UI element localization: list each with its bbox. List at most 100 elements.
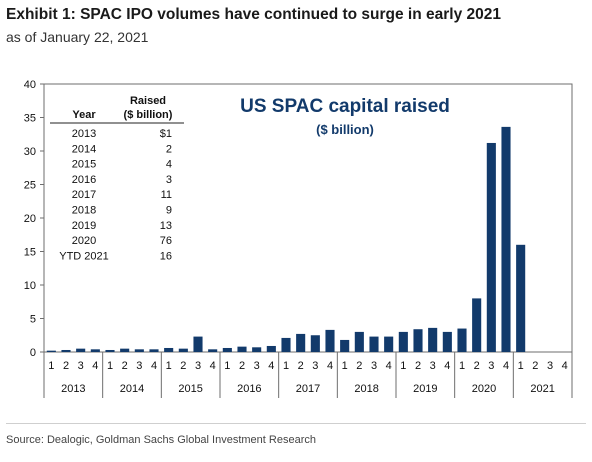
x-quarter-label: 2 <box>239 360 245 372</box>
x-quarter-label: 4 <box>444 360 450 372</box>
x-quarter-label: 3 <box>371 360 377 372</box>
x-year-label: 2021 <box>530 383 554 395</box>
y-tick-label: 35 <box>24 113 36 125</box>
x-quarter-label: 1 <box>166 360 172 372</box>
table-year-cell: 2017 <box>72 189 96 201</box>
x-quarter-label: 2 <box>63 360 69 372</box>
table-raised-cell: $1 <box>160 128 172 140</box>
bar <box>472 298 482 352</box>
bar <box>428 327 438 352</box>
bar <box>296 333 306 352</box>
x-quarter-label: 1 <box>107 360 113 372</box>
x-quarter-label: 2 <box>532 360 538 372</box>
inner-chart-title: US SPAC capital raised <box>240 96 450 117</box>
y-tick-label: 20 <box>24 213 36 225</box>
table-year-cell: 2019 <box>72 220 96 232</box>
x-year-label: 2015 <box>178 383 202 395</box>
inner-chart-subtitle: ($ billion) <box>316 122 374 137</box>
table-year-cell: 2018 <box>72 205 96 217</box>
bar <box>281 337 291 352</box>
x-quarter-label: 4 <box>92 360 98 372</box>
x-year-label: 2016 <box>237 383 261 395</box>
x-quarter-label: 3 <box>78 360 84 372</box>
table-raised-cell: 2 <box>166 143 172 155</box>
table-header-raised: Raised <box>130 95 166 107</box>
bar <box>340 339 350 352</box>
x-quarter-label: 3 <box>254 360 260 372</box>
source-note: Source: Dealogic, Goldman Sachs Global I… <box>6 434 316 446</box>
table-year-cell: 2016 <box>72 174 96 186</box>
x-quarter-label: 4 <box>503 360 509 372</box>
bar <box>442 331 452 352</box>
y-tick-label: 30 <box>24 146 36 158</box>
x-quarter-label: 2 <box>298 360 304 372</box>
bar <box>222 347 232 352</box>
table-raised-cell: 76 <box>160 235 172 247</box>
bar <box>178 348 188 352</box>
bar <box>310 335 320 352</box>
bar <box>384 336 394 352</box>
table-year-cell: 2020 <box>72 235 96 247</box>
bar <box>134 349 144 352</box>
bar <box>208 349 218 352</box>
y-tick-label: 40 <box>24 79 36 91</box>
x-quarter-label: 3 <box>547 360 553 372</box>
x-year-label: 2017 <box>296 383 320 395</box>
x-quarter-label: 3 <box>195 360 201 372</box>
exhibit-subtitle: as of January 22, 2021 <box>6 29 149 45</box>
table-year-cell: 2014 <box>72 143 96 155</box>
table-header-year: Year <box>72 109 96 121</box>
table-raised-cell: 4 <box>166 159 172 171</box>
bar <box>354 331 364 352</box>
bar <box>237 346 247 352</box>
table-raised-cell: 3 <box>166 174 172 186</box>
bar <box>90 349 100 352</box>
bar <box>149 349 159 352</box>
x-quarter-label: 4 <box>562 360 568 372</box>
x-quarter-label: 1 <box>342 360 348 372</box>
x-quarter-label: 2 <box>474 360 480 372</box>
x-quarter-label: 1 <box>283 360 289 372</box>
bar <box>516 244 526 352</box>
bar <box>105 349 115 352</box>
table-year-cell: 2013 <box>72 128 96 140</box>
x-year-label: 2014 <box>120 383 144 395</box>
x-quarter-label: 4 <box>210 360 216 372</box>
y-tick-label: 10 <box>24 280 36 292</box>
x-year-label: 2018 <box>354 383 378 395</box>
x-quarter-label: 1 <box>400 360 406 372</box>
x-quarter-label: 2 <box>356 360 362 372</box>
x-year-label: 2019 <box>413 383 437 395</box>
bar <box>266 345 276 352</box>
bar <box>398 331 408 352</box>
bar <box>164 347 174 352</box>
bar <box>252 347 262 352</box>
x-quarter-label: 2 <box>415 360 421 372</box>
bar <box>61 349 71 352</box>
x-quarter-label: 1 <box>224 360 230 372</box>
bar <box>457 328 467 352</box>
x-quarter-label: 1 <box>518 360 524 372</box>
x-quarter-label: 4 <box>327 360 333 372</box>
bar <box>369 336 379 352</box>
x-quarter-label: 1 <box>48 360 54 372</box>
bar <box>120 348 130 352</box>
bar <box>486 142 496 352</box>
table-raised-cell: 13 <box>160 220 172 232</box>
table-raised-cell: 16 <box>160 250 172 262</box>
bar <box>76 348 86 352</box>
y-tick-label: 0 <box>30 347 36 359</box>
x-quarter-label: 2 <box>180 360 186 372</box>
x-quarter-label: 1 <box>459 360 465 372</box>
table-raised-cell: 9 <box>166 205 172 217</box>
bar <box>193 336 203 352</box>
table-year-cell: YTD 2021 <box>59 250 109 262</box>
bar <box>501 126 511 352</box>
x-quarter-label: 4 <box>386 360 392 372</box>
footer-divider <box>6 423 586 424</box>
y-tick-label: 5 <box>30 314 36 326</box>
bar <box>46 350 56 352</box>
table-raised-cell: 11 <box>161 189 172 201</box>
x-quarter-label: 3 <box>430 360 436 372</box>
x-quarter-label: 4 <box>268 360 274 372</box>
